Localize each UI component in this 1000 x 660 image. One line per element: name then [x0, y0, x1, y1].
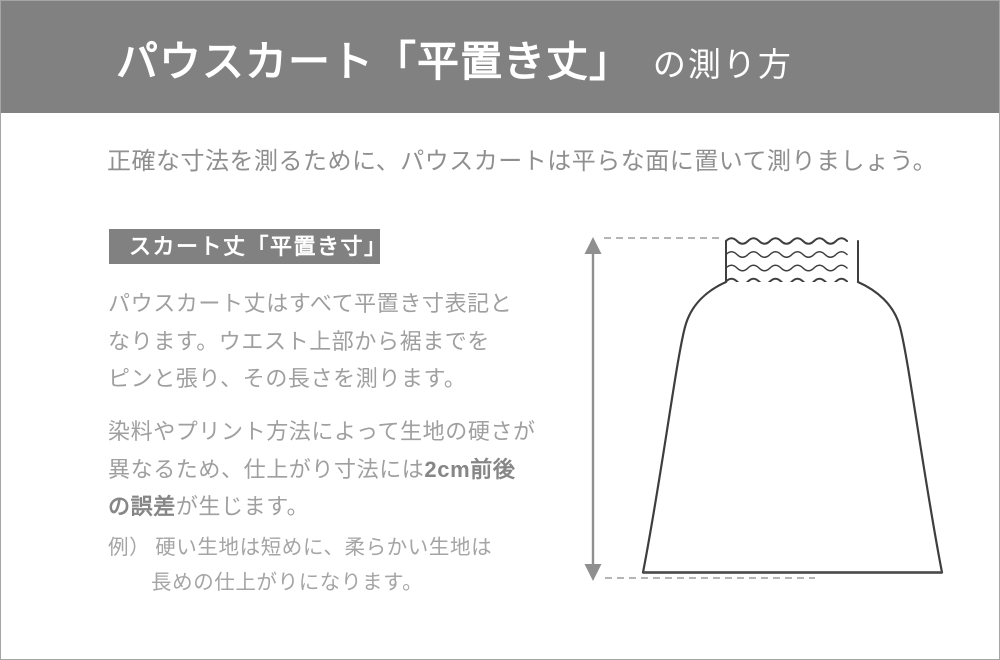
page-title-suffix: の測り方: [652, 46, 793, 83]
skirt-waistband-shirring: [725, 237, 859, 286]
skirt-flat-length-diagram: [584, 237, 944, 581]
example-line: 硬い生地は短めに、柔らかい生地は: [155, 536, 493, 559]
tolerance-emphasis: の誤差: [108, 494, 176, 519]
example-line: 長めの仕上がりになります。: [151, 571, 424, 594]
page-title-main: パウスカート「平置き丈」: [116, 38, 633, 85]
paragraph-line: 異なるため、仕上がり寸法には: [108, 456, 425, 482]
paragraph-line: ピンと張り、その長さを測ります。: [108, 366, 467, 391]
header-banner: パウスカート「平置き丈」 の測り方: [1, 1, 999, 113]
skirt-body-outline: [641, 280, 944, 574]
intro-text: 正確な寸法を測るために、パウスカートは平らな面に置いて測りましょう。: [107, 148, 938, 175]
paragraph-measurement-note: パウスカート丈はすべて平置き寸表記と なります。ウエスト上部から裾までを ピンと…: [108, 285, 512, 398]
paragraph-line: 染料やプリント方法によって生地の硬さが: [108, 419, 536, 444]
paragraph-line: なります。ウエスト上部から裾までを: [108, 328, 491, 354]
paragraph-line: パウスカート丈はすべて平置き寸表記と: [108, 291, 513, 316]
page-title: パウスカート「平置き丈」 の測り方: [116, 41, 793, 83]
length-measure-arrow-icon: [584, 237, 602, 581]
section-label-text: スカート丈「平置き寸」: [129, 234, 388, 259]
example-prefix: 例）: [108, 536, 151, 559]
paragraph-line: が生じます。: [175, 494, 310, 519]
example-note: 例） 硬い生地は短めに、柔らかい生地は 長めの仕上がりになります。: [108, 530, 492, 600]
tolerance-emphasis: 2cm前後: [424, 456, 516, 482]
paragraph-tolerance-note: 染料やプリント方法によって生地の硬さが 異なるため、仕上がり寸法には2cm前後 …: [108, 413, 536, 526]
section-label-box: スカート丈「平置き寸」: [109, 229, 388, 264]
